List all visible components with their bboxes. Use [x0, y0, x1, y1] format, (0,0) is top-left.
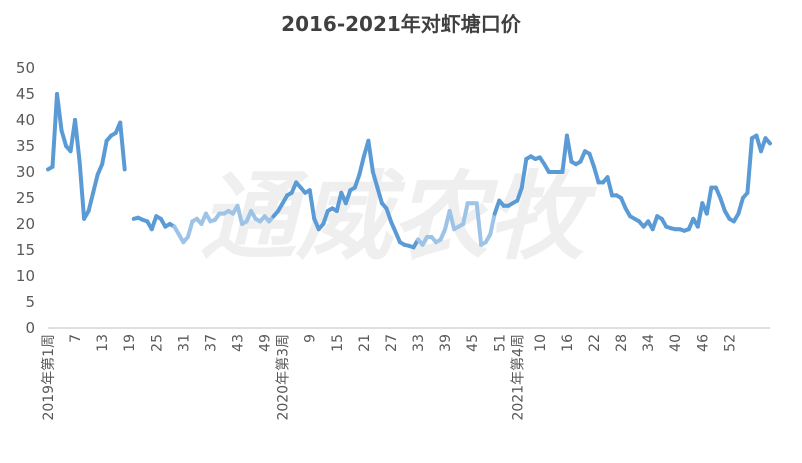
y-tick-label: 35 — [16, 137, 35, 155]
x-tick-label: 2020年第3周 — [275, 334, 292, 421]
x-axis: 2019年第1周 7 13 19 25 31 37 43 49 2020年第3周 9 15 21 27 33… — [40, 327, 770, 421]
x-tick-label: 19 — [122, 334, 138, 352]
series-line-segment — [564, 133, 574, 164]
y-tick-label: 20 — [16, 215, 35, 233]
x-tick-label: 27 — [384, 334, 400, 352]
series-line-segment — [91, 172, 100, 195]
series-line-segment — [704, 185, 714, 216]
series-line-segment — [235, 203, 245, 226]
series-line-segment — [73, 118, 82, 164]
y-tick-label: 10 — [16, 267, 35, 285]
series-line-segment — [343, 188, 353, 206]
series-line-segment — [384, 206, 393, 224]
x-tick-label: 21 — [357, 334, 373, 352]
y-tick-label: 5 — [25, 293, 35, 311]
x-tick-label: 16 — [560, 334, 576, 352]
x-tick-label: 33 — [411, 334, 427, 352]
series-line-segment — [370, 170, 380, 190]
series-line-segment — [763, 136, 772, 146]
series-group — [46, 92, 772, 250]
series-line-segment — [77, 159, 87, 221]
x-tick-label: 43 — [231, 334, 247, 352]
series-line-segment — [447, 209, 457, 232]
x-tick-label: 31 — [176, 334, 192, 352]
y-tick-label: 30 — [16, 163, 35, 181]
series-line-segment — [474, 201, 484, 247]
series-line-segment — [55, 92, 64, 133]
x-tick-label: 22 — [587, 334, 603, 352]
x-tick-label: 2019年第1周 — [40, 334, 57, 421]
series-line-segment — [587, 151, 597, 169]
series-line-segment — [605, 175, 615, 198]
x-tick-label: 46 — [695, 334, 711, 352]
watermark: 通威农牧 — [200, 161, 598, 273]
series-line-segment — [50, 92, 60, 169]
x-tick-label: 25 — [149, 334, 165, 352]
x-tick-label: 51 — [492, 334, 508, 352]
x-tick-label: 9 — [303, 334, 319, 343]
series-line-segment — [307, 188, 317, 221]
y-tick-label: 50 — [16, 59, 35, 77]
series-line-segment — [515, 185, 524, 203]
series-line-segment — [718, 196, 727, 213]
series-line-segment — [118, 120, 127, 172]
x-tick-label: 52 — [722, 334, 738, 352]
x-tick-label: 49 — [258, 334, 274, 352]
x-tick-label: 39 — [438, 334, 454, 352]
x-tick-label: 28 — [614, 334, 630, 352]
x-tick-label: 37 — [203, 334, 219, 352]
series-line-segment — [375, 185, 384, 206]
series-line-segment — [321, 209, 330, 226]
series-line-segment — [357, 154, 366, 177]
series-line-segment — [352, 172, 362, 190]
x-tick-label: 40 — [668, 334, 684, 352]
x-tick-label: 34 — [641, 334, 657, 352]
x-tick-label: 10 — [533, 334, 549, 352]
series-line-segment — [100, 138, 109, 167]
y-tick-label: 0 — [25, 319, 35, 337]
series-line-segment — [488, 211, 497, 237]
series-line-segment — [185, 219, 195, 239]
series-line-segment — [59, 128, 69, 148]
series-line-segment — [592, 164, 601, 185]
x-tick-label: 7 — [68, 334, 84, 343]
series-line-segment — [736, 196, 745, 216]
chart-title: 2016-2021年对虾塘口价 — [281, 12, 521, 36]
x-tick-label: 13 — [95, 334, 111, 352]
y-tick-label: 15 — [16, 241, 35, 259]
series-line-segment — [745, 136, 754, 195]
series-line-segment — [519, 157, 529, 190]
y-tick-label: 40 — [16, 111, 35, 129]
y-axis: 0 5 10 15 20 25 30 35 40 45 50 — [16, 59, 35, 337]
x-tick-label: 15 — [330, 334, 346, 352]
y-tick-label: 25 — [16, 189, 35, 207]
series-line-segment — [695, 201, 705, 229]
series-line-segment — [461, 201, 470, 226]
series-line-segment — [366, 138, 375, 174]
x-tick-label: 2021年第4周 — [509, 334, 526, 421]
series-line-segment — [149, 214, 159, 232]
x-tick-label: 45 — [465, 334, 481, 352]
y-tick-label: 45 — [16, 85, 35, 103]
series-line-segment — [86, 190, 96, 213]
series-line-segment — [650, 214, 660, 232]
